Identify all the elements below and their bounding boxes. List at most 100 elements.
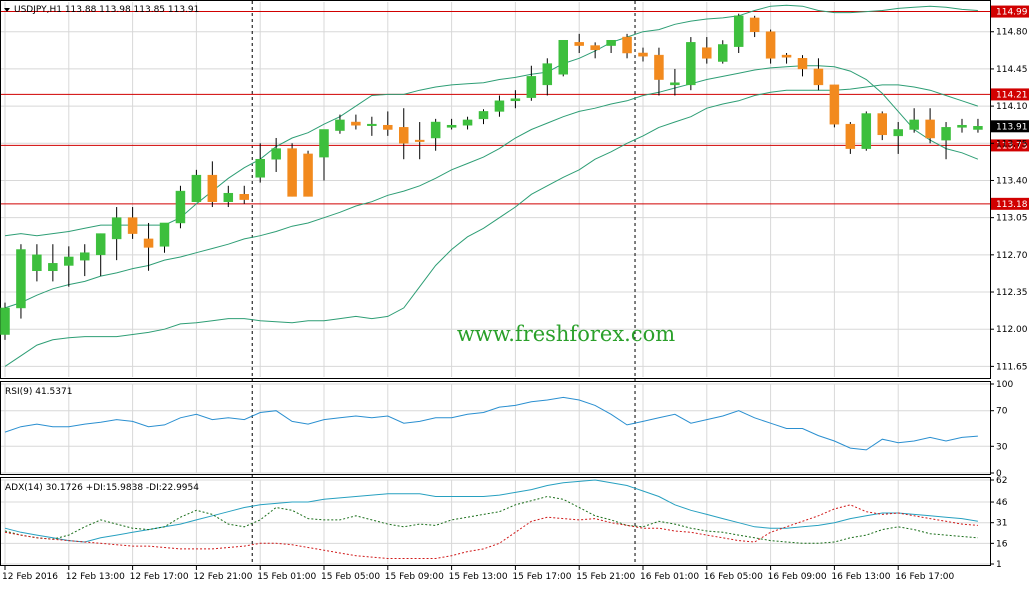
rsi-title: RSI(9) 41.5371 [5,387,72,397]
price-chart-title: USDJPY,H1 113.88 113.98 113.85 113.91 [14,5,199,15]
bearish-candle [207,174,218,202]
time-tick-label: 15 Feb 13:00 [449,572,508,582]
bearish-candle [399,127,409,144]
bearish-candle [127,217,138,234]
bullish-candle [670,82,680,86]
bearish-candle [749,17,760,32]
current-price-box [991,120,1029,133]
adx-tick-label: 31 [996,519,1007,529]
bullish-candle [430,121,441,139]
bearish-candle [638,52,648,57]
bearish-candle [797,58,808,70]
bullish-candle [64,256,74,266]
price-tick-label: 114.10 [996,102,1028,112]
bullish-candle [95,233,106,256]
price-tick-label: 114.80 [996,28,1028,38]
bullish-candle [526,76,537,98]
bearish-candle [877,113,887,136]
bullish-candle [462,119,473,126]
bullish-candle [606,39,616,46]
bullish-candle [32,254,42,272]
bullish-candle [0,307,10,335]
bullish-candle [957,124,967,128]
bearish-candle [765,31,776,59]
bullish-candle [733,15,744,47]
bullish-candle [319,129,329,158]
time-tick-label: 16 Feb 05:00 [704,572,763,582]
adx-tick-label: 62 [996,476,1007,486]
adx-title: ADX(14) 30.1726 +DI:15.9838 -DI:22.9954 [5,483,199,493]
rsi-tick-label: 100 [996,380,1013,390]
rsi-tick-label: 70 [996,407,1008,417]
bullish-candle [861,113,872,149]
bullish-candle [159,222,170,247]
bullish-candle [111,217,122,240]
bullish-candle [446,124,457,128]
bearish-candle [925,119,935,139]
collapse-triangle-icon[interactable] [4,8,10,12]
bullish-candle [478,111,489,120]
price-tick-label: 112.35 [996,288,1028,298]
bullish-candle [558,39,568,75]
time-tick-label: 12 Feb 21:00 [193,572,252,582]
band-middle-line [4,65,979,309]
price-tick-label: 113.40 [996,176,1028,186]
bullish-candle [223,192,234,202]
level-label-box [991,88,1029,101]
bearish-candle [781,54,792,58]
time-tick-label: 12 Feb 13:00 [66,572,125,582]
adx-tick-label: 46 [996,498,1008,508]
bearish-candle [239,194,249,200]
time-tick-label: 16 Feb 17:00 [895,572,954,582]
current-price-label: 113.91 [996,122,1028,132]
adx-panel-frame [0,477,991,566]
watermark: www.freshforex.com [457,322,675,346]
time-tick-label: 16 Feb 01:00 [640,572,699,582]
bullish-candle [542,63,553,86]
bearish-candle [654,54,664,80]
bullish-candle [686,42,696,86]
rsi-line [4,396,978,451]
bearish-candle [622,36,632,54]
price-tick-label: 114.45 [996,65,1028,75]
bullish-candle [973,126,983,130]
band-lower-line [4,84,979,367]
price-tick-label: 113.05 [996,214,1028,224]
bearish-candle [829,84,840,125]
bearish-candle [351,121,361,126]
bullish-candle [909,119,919,130]
grid [1,2,990,565]
bullish-candle [255,158,265,178]
rsi-tick-label: 0 [996,469,1002,479]
time-tick-label: 16 Feb 09:00 [768,572,827,582]
level-label-box [991,5,1029,18]
bullish-candle [80,252,90,261]
time-tick-label: 15 Feb 21:00 [576,572,635,582]
bearish-candle [813,68,824,86]
adx-line [4,479,978,543]
price-axis: 114.80 114.45 114.10 113.75 113.40 113.05 112.… [990,28,1028,570]
bullish-candle [941,127,951,141]
time-tick-label: 16 Feb 13:00 [831,572,890,582]
bullish-candle [335,119,345,131]
bearish-candle [287,148,297,197]
price-tick-label: 111.65 [996,362,1028,372]
level-label: 113.18 [996,200,1028,210]
adx-indicator [4,479,978,559]
price-tick-label: 113.75 [996,139,1028,149]
level-label: 113.73 [996,141,1028,151]
time-tick-label: 12 Feb 2016 [2,572,58,582]
time-tick-label: 15 Feb 05:00 [321,572,380,582]
time-tick-label: 15 Feb 01:00 [257,572,316,582]
bullish-candle [16,249,26,309]
rsi-tick-label: 30 [996,442,1008,452]
bullish-candle [718,44,728,62]
time-tick-label: 12 Feb 17:00 [130,572,189,582]
adx-tick-label: 1 [996,560,1002,570]
price-tick-label: 112.70 [996,251,1028,261]
price-tick-label: 112.00 [996,325,1028,335]
level-label-box [991,139,1029,152]
day-separators [251,1,636,565]
level-label-box [991,197,1029,210]
